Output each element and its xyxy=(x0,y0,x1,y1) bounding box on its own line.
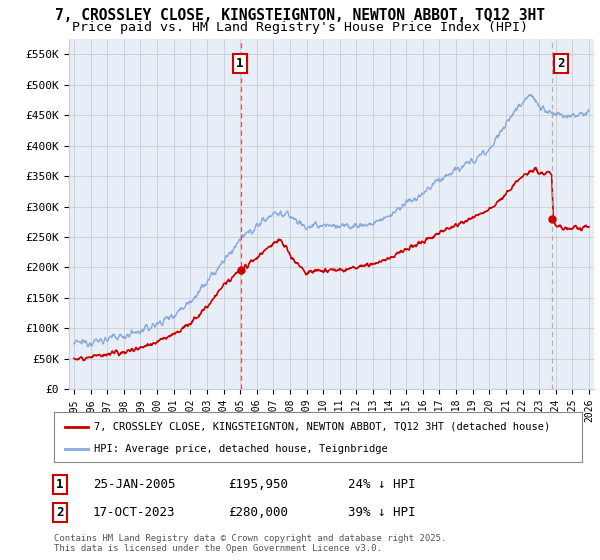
Text: 25-JAN-2005: 25-JAN-2005 xyxy=(93,478,176,491)
Text: 39% ↓ HPI: 39% ↓ HPI xyxy=(348,506,415,519)
Text: 2: 2 xyxy=(557,57,565,70)
Text: 7, CROSSLEY CLOSE, KINGSTEIGNTON, NEWTON ABBOT, TQ12 3HT (detached house): 7, CROSSLEY CLOSE, KINGSTEIGNTON, NEWTON… xyxy=(94,422,550,432)
Text: 17-OCT-2023: 17-OCT-2023 xyxy=(93,506,176,519)
Text: HPI: Average price, detached house, Teignbridge: HPI: Average price, detached house, Teig… xyxy=(94,445,388,454)
Text: 2: 2 xyxy=(56,506,64,519)
Text: Contains HM Land Registry data © Crown copyright and database right 2025.
This d: Contains HM Land Registry data © Crown c… xyxy=(54,534,446,553)
Text: 7, CROSSLEY CLOSE, KINGSTEIGNTON, NEWTON ABBOT, TQ12 3HT: 7, CROSSLEY CLOSE, KINGSTEIGNTON, NEWTON… xyxy=(55,8,545,24)
Text: 24% ↓ HPI: 24% ↓ HPI xyxy=(348,478,415,491)
Text: 1: 1 xyxy=(56,478,64,491)
Text: 1: 1 xyxy=(236,57,244,70)
Text: Price paid vs. HM Land Registry's House Price Index (HPI): Price paid vs. HM Land Registry's House … xyxy=(72,21,528,34)
Text: £195,950: £195,950 xyxy=(228,478,288,491)
Text: £280,000: £280,000 xyxy=(228,506,288,519)
